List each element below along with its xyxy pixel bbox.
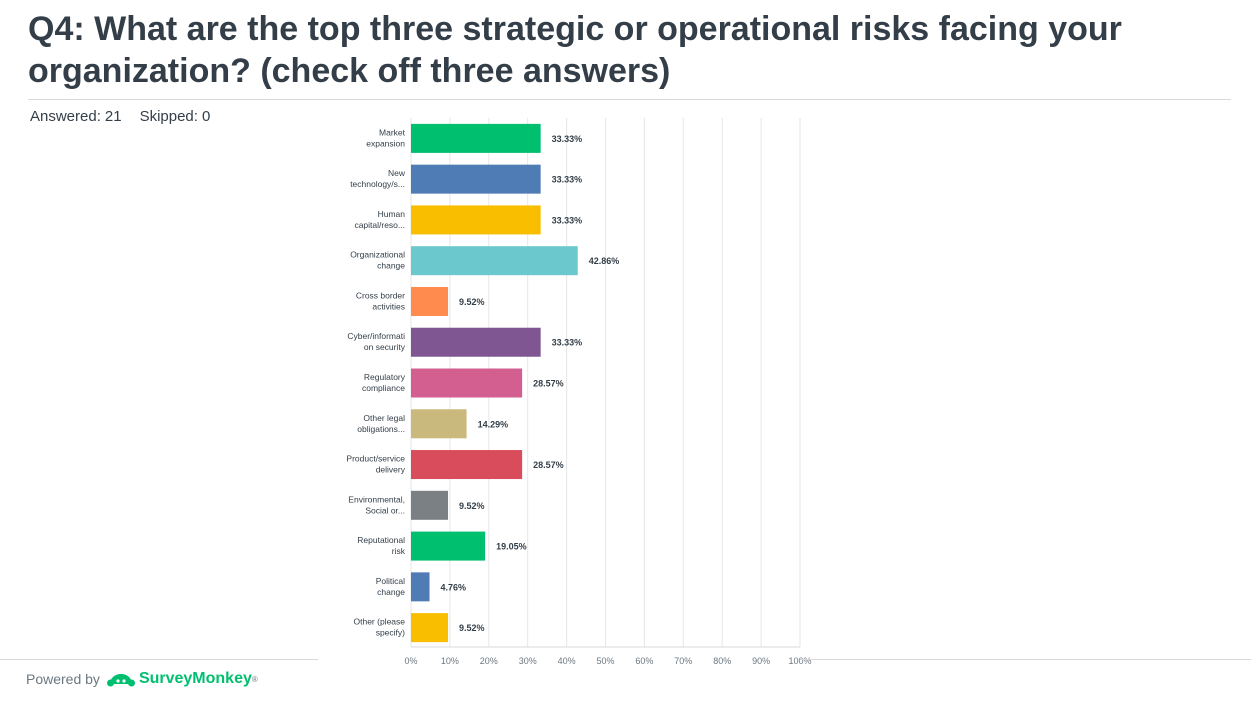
bar (411, 613, 449, 643)
category-label-line: compliance (362, 383, 405, 393)
category-label-line: Other legal (363, 413, 405, 423)
surveymonkey-logo[interactable]: SurveyMonkey ® (106, 670, 258, 688)
bar (411, 409, 467, 439)
category-label-line: Regulatory (364, 372, 406, 382)
answered-count: 21 (104, 108, 122, 125)
category-label: Environmental, Social or... (348, 494, 405, 515)
data-label: 9.52% (459, 501, 485, 511)
bar (411, 246, 578, 276)
bar (411, 286, 449, 316)
x-tick-label: 100% (788, 656, 811, 666)
category-label-line: Product/service (346, 454, 405, 464)
category-label: Market expansion (366, 127, 405, 148)
category-label-line: Reputational (357, 535, 405, 545)
x-tick-label: 10% (441, 656, 459, 666)
footer-divider-right (800, 659, 1251, 660)
category-label-line: Social or... (365, 505, 405, 515)
data-label: 9.52% (459, 297, 485, 307)
response-summary: Answered: 21 Skipped: 0 (30, 108, 210, 125)
surveymonkey-logo-icon (106, 674, 135, 687)
category-label-line: change (377, 587, 405, 597)
data-label: 19.05% (496, 542, 527, 552)
category-label-line: expansion (366, 138, 405, 148)
category-label: Cross border activities (356, 290, 405, 311)
category-label: Product/service delivery (346, 454, 405, 475)
category-label-line: New (388, 168, 406, 178)
skipped-label: Skipped: (139, 108, 198, 125)
bar (411, 531, 486, 561)
category-label: Regulatory compliance (362, 372, 406, 393)
category-label: Other legal obligations... (357, 413, 405, 434)
x-tick-label: 60% (635, 656, 653, 666)
footer-divider-left (0, 659, 318, 660)
category-label-line: Political (376, 576, 405, 586)
bar (411, 572, 430, 602)
x-tick-label: 30% (519, 656, 537, 666)
data-label: 33.33% (552, 338, 583, 348)
category-label-line: Environmental, (348, 494, 405, 504)
category-label-line: technology/s... (350, 179, 405, 189)
bar (411, 164, 541, 194)
x-tick-label: 40% (558, 656, 576, 666)
category-label-line: Other (please (354, 617, 406, 627)
data-label: 33.33% (552, 175, 583, 185)
bar (411, 327, 541, 357)
category-label-line: activities (372, 301, 405, 311)
category-label-line: Cross border (356, 290, 405, 300)
answered-label: Answered: (30, 108, 101, 125)
bar (411, 450, 523, 480)
category-label-line: on security (364, 342, 406, 352)
x-tick-label: 80% (713, 656, 731, 666)
category-label: Other (please specify) (354, 617, 406, 638)
bar (411, 368, 523, 398)
data-label: 28.57% (533, 460, 564, 470)
powered-by-label: Powered by (26, 671, 100, 687)
category-label-line: change (377, 261, 405, 271)
data-label: 4.76% (441, 582, 467, 592)
x-tick-label: 20% (480, 656, 498, 666)
bar (411, 490, 449, 520)
category-label: Political change (376, 576, 406, 597)
data-label: 33.33% (552, 134, 583, 144)
x-tick-label: 50% (596, 656, 614, 666)
x-tick-label: 0% (404, 656, 417, 666)
bar (411, 205, 541, 235)
category-label-line: Human (378, 209, 406, 219)
category-label: Human capital/reso... (354, 209, 405, 230)
category-label-line: delivery (376, 465, 406, 475)
data-label: 42.86% (589, 256, 620, 266)
category-label-line: Cyber/informati (347, 331, 405, 341)
category-label-line: capital/reso... (354, 220, 405, 230)
question-title: Q4: What are the top three strategic or … (28, 10, 1122, 90)
category-label-line: Organizational (350, 250, 405, 260)
category-label-line: obligations... (357, 424, 405, 434)
data-label: 9.52% (459, 623, 485, 633)
title-divider (28, 99, 1231, 100)
footer: Powered by SurveyMonkey ® (26, 670, 258, 688)
data-label: 33.33% (552, 215, 583, 225)
category-label: Organizational change (350, 250, 405, 271)
category-label: Cyber/informati on security (347, 331, 405, 352)
category-label: New technology/s... (350, 168, 406, 189)
skipped-count: 0 (201, 108, 211, 125)
category-label-line: Market (379, 127, 406, 137)
category-label-line: risk (392, 546, 406, 556)
brand-name: SurveyMonkey (138, 670, 252, 687)
data-label: 28.57% (533, 379, 564, 389)
category-label: Reputational risk (357, 535, 405, 556)
trademark: ® (251, 674, 258, 684)
category-label-line: specify) (376, 628, 405, 638)
data-label: 14.29% (478, 419, 509, 429)
bar (411, 123, 541, 153)
x-tick-label: 90% (752, 656, 770, 666)
x-tick-label: 70% (674, 656, 692, 666)
